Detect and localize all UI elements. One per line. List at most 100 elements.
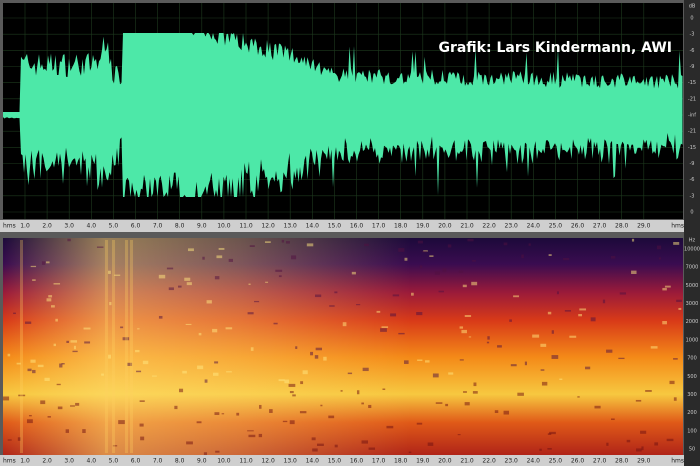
time-label: 10.0 bbox=[217, 458, 231, 465]
texture-mark bbox=[376, 310, 381, 313]
texture-mark bbox=[579, 308, 587, 311]
texture-mark bbox=[532, 334, 540, 338]
texture-mark bbox=[524, 361, 527, 366]
texture-streak bbox=[20, 240, 23, 453]
texture-mark bbox=[218, 247, 225, 250]
texture-mark bbox=[281, 239, 285, 243]
texture-mark bbox=[53, 283, 61, 285]
texture-mark bbox=[101, 373, 104, 376]
texture-mark bbox=[635, 399, 642, 402]
texture-mark bbox=[258, 433, 263, 438]
time-label: 12.0 bbox=[261, 458, 275, 465]
texture-mark bbox=[392, 294, 400, 297]
texture-mark bbox=[380, 328, 387, 332]
db-label: -6 bbox=[690, 177, 695, 183]
time-label: 25.0 bbox=[549, 458, 563, 465]
texture-mark bbox=[174, 405, 178, 410]
time-label: 12.0 bbox=[261, 223, 275, 230]
texture-mark bbox=[650, 346, 658, 349]
texture-mark bbox=[547, 448, 552, 450]
texture-mark bbox=[275, 269, 283, 272]
texture-mark bbox=[288, 383, 296, 387]
time-label: 14.0 bbox=[306, 458, 320, 465]
texture-mark bbox=[564, 310, 572, 312]
texture-mark bbox=[658, 257, 661, 260]
texture-mark bbox=[96, 246, 104, 248]
hz-label: 700 bbox=[687, 356, 697, 362]
texture-mark bbox=[673, 241, 680, 245]
time-label: 5.0 bbox=[109, 223, 119, 230]
texture-mark bbox=[311, 437, 316, 441]
texture-mark bbox=[269, 409, 273, 413]
texture-mark bbox=[186, 441, 193, 445]
texture-mark bbox=[334, 444, 338, 448]
texture-mark bbox=[185, 323, 192, 326]
texture-mark bbox=[139, 400, 145, 402]
texture-mark bbox=[423, 250, 428, 252]
texture-mark bbox=[285, 241, 290, 244]
time-label: 17.0 bbox=[372, 458, 386, 465]
time-label: 23.0 bbox=[505, 458, 519, 465]
texture-mark bbox=[137, 328, 140, 330]
texture-mark bbox=[473, 382, 477, 387]
texture-mark bbox=[45, 261, 50, 264]
hz-label: 7000 bbox=[686, 265, 699, 271]
texture-mark bbox=[306, 243, 314, 247]
texture-mark bbox=[386, 425, 394, 429]
db-label: -15 bbox=[688, 145, 696, 151]
time-unit: hms bbox=[3, 458, 16, 465]
texture-mark bbox=[425, 360, 430, 363]
texture-mark bbox=[158, 274, 166, 279]
db-label: -inf bbox=[688, 113, 696, 119]
texture-mark bbox=[467, 238, 474, 242]
texture-mark bbox=[247, 430, 254, 432]
time-label: 26.0 bbox=[571, 458, 585, 465]
time-label: 4.0 bbox=[87, 223, 97, 230]
time-label: 28.0 bbox=[615, 223, 629, 230]
time-label: 21.0 bbox=[460, 223, 474, 230]
texture-mark bbox=[404, 257, 408, 261]
db-label: -6 bbox=[690, 48, 695, 54]
time-label: 1.0 bbox=[20, 223, 30, 230]
texture-mark bbox=[442, 268, 447, 273]
texture-mark bbox=[284, 379, 289, 384]
texture-mark bbox=[247, 312, 254, 315]
texture-mark bbox=[142, 360, 149, 365]
texture-mark bbox=[282, 420, 288, 423]
texture-mark bbox=[578, 313, 583, 317]
texture-mark bbox=[404, 360, 409, 364]
texture-mark bbox=[547, 433, 552, 435]
texture-mark bbox=[212, 372, 219, 376]
db-label: -15 bbox=[688, 80, 696, 86]
time-label: 4.0 bbox=[87, 458, 97, 465]
texture-mark bbox=[27, 368, 32, 372]
texture-mark bbox=[486, 341, 490, 344]
hz-label: 50 bbox=[689, 447, 695, 453]
texture-mark bbox=[654, 442, 659, 446]
texture-mark bbox=[178, 285, 182, 288]
texture-mark bbox=[556, 291, 559, 295]
texture-mark bbox=[158, 315, 163, 319]
texture-mark bbox=[540, 369, 545, 371]
texture-mark bbox=[215, 450, 220, 453]
time-label: 6.0 bbox=[131, 223, 141, 230]
time-label: 9.0 bbox=[197, 223, 207, 230]
texture-mark bbox=[438, 290, 444, 293]
texture-mark bbox=[447, 244, 452, 248]
texture-mark bbox=[548, 254, 552, 256]
texture-mark bbox=[178, 388, 184, 393]
time-label: 13.0 bbox=[284, 223, 298, 230]
texture-mark bbox=[618, 357, 625, 360]
texture-mark bbox=[182, 370, 187, 374]
spectrogram-texture bbox=[3, 238, 682, 456]
hz-label: 1000 bbox=[686, 337, 699, 343]
texture-mark bbox=[204, 379, 208, 383]
texture-mark bbox=[265, 281, 269, 283]
texture-mark bbox=[464, 402, 470, 406]
db-label: -9 bbox=[690, 64, 695, 70]
texture-mark bbox=[122, 337, 130, 341]
texture-mark bbox=[509, 319, 512, 322]
hz-label: 500 bbox=[687, 374, 697, 380]
texture-mark bbox=[66, 340, 69, 343]
